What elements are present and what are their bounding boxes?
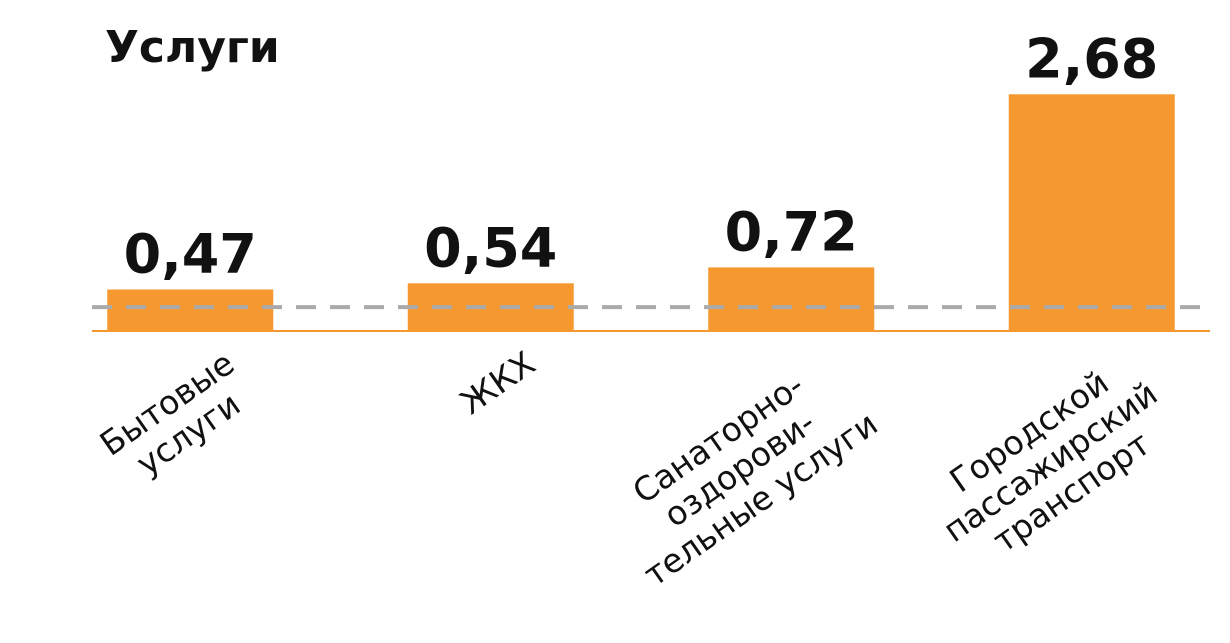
bar	[1008, 94, 1175, 332]
bar	[708, 267, 875, 331]
chart-title: Услуги	[105, 22, 280, 73]
value-label: 2,68	[1025, 27, 1158, 90]
value-label: 0,54	[424, 216, 557, 279]
bar	[107, 289, 274, 331]
value-label: 0,47	[124, 222, 257, 285]
value-label: 0,72	[725, 200, 858, 263]
